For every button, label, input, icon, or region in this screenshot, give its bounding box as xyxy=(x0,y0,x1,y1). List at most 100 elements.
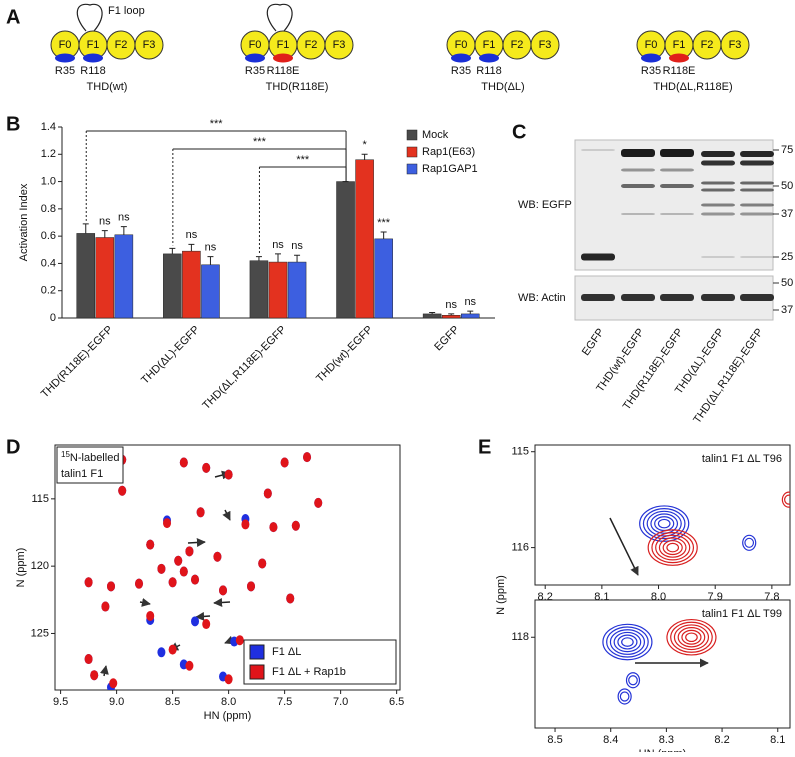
legend-swatch xyxy=(406,146,418,158)
domain-label: F2 xyxy=(701,39,714,51)
plot-frame xyxy=(534,599,791,729)
contour xyxy=(646,510,682,537)
error-bar xyxy=(448,313,455,316)
x-tick-label: 8.2 xyxy=(714,734,729,746)
peak xyxy=(286,593,295,604)
residue-label: R35 xyxy=(55,65,75,77)
domain xyxy=(530,30,560,60)
band xyxy=(581,294,615,301)
peak xyxy=(258,558,267,569)
x-tick-label: 8.1 xyxy=(594,591,609,603)
peak xyxy=(224,674,233,685)
contour xyxy=(650,513,679,534)
significance-label: ns xyxy=(445,299,457,311)
legend-swatch xyxy=(249,644,265,660)
peak xyxy=(202,462,211,473)
contour xyxy=(681,629,702,645)
plot-area xyxy=(84,452,323,690)
peak xyxy=(235,635,244,646)
band xyxy=(701,203,735,207)
contour xyxy=(784,494,790,505)
marker-label: 25 xyxy=(781,251,793,263)
isotope: 15 xyxy=(61,450,70,459)
contour xyxy=(639,505,690,542)
peak xyxy=(196,507,205,518)
band xyxy=(740,160,774,166)
contour xyxy=(642,508,686,540)
y-tick-label: 0.6 xyxy=(41,230,56,242)
bar xyxy=(182,250,201,319)
bar xyxy=(201,264,220,319)
x-tick-label: 8.5 xyxy=(547,734,562,746)
bar xyxy=(249,260,269,319)
peak xyxy=(84,577,93,588)
bar xyxy=(163,253,182,319)
band xyxy=(740,294,774,301)
domain-label: F3 xyxy=(143,39,156,51)
significance-label: ns xyxy=(186,229,198,241)
contour xyxy=(628,675,638,686)
peak xyxy=(224,469,233,480)
peak xyxy=(263,488,272,499)
band xyxy=(701,160,735,166)
band xyxy=(701,181,735,185)
domain-label: F1 xyxy=(483,39,496,51)
legend-label: Rap1GAP1 xyxy=(422,163,478,175)
panel-label: C xyxy=(512,121,526,143)
band xyxy=(740,256,774,258)
band xyxy=(621,294,655,301)
y-tick-label: 125 xyxy=(31,627,49,639)
residue-site xyxy=(245,53,265,63)
peak xyxy=(107,581,116,592)
legend-swatch xyxy=(249,664,265,680)
plot-frame xyxy=(54,444,401,691)
peak xyxy=(90,670,99,681)
construct-caption: THD(R118E) xyxy=(266,81,329,93)
peak xyxy=(109,678,118,689)
panel-label: A xyxy=(6,6,20,28)
blot-label: WB: EGFP xyxy=(518,199,572,211)
x-tick-label: 8.0 xyxy=(221,696,236,708)
band xyxy=(701,294,735,301)
x-axis-label: HN (ppm) xyxy=(204,710,252,722)
contour xyxy=(613,631,642,653)
domain-label: F2 xyxy=(305,39,318,51)
blot-label: WB: Actin xyxy=(518,292,566,304)
f1-loop xyxy=(266,3,293,32)
x-tick-label: 9.0 xyxy=(109,696,124,708)
panel-label: E xyxy=(478,436,491,458)
plot-title: talin1 F1 ΔL T99 xyxy=(702,608,782,620)
band xyxy=(701,256,735,258)
domain-label: F2 xyxy=(511,39,524,51)
inset-label: talin1 F1 xyxy=(61,468,103,480)
band xyxy=(660,184,694,188)
significance-label: ns xyxy=(291,240,303,252)
error-bar xyxy=(429,312,436,314)
band xyxy=(621,184,655,188)
significance-label: ns xyxy=(464,296,476,308)
bar xyxy=(287,261,307,319)
legend-label: F1 ΔL xyxy=(272,646,301,658)
bar xyxy=(268,261,288,319)
y-tick-label: 1.2 xyxy=(41,148,56,160)
x-tick-label: 8.1 xyxy=(770,734,785,746)
contour xyxy=(658,537,687,558)
significance-label: ns xyxy=(99,216,111,228)
residue-site xyxy=(669,53,689,63)
significance-label: ns xyxy=(272,239,284,251)
band xyxy=(740,181,774,185)
panel-label: D xyxy=(6,436,20,458)
peak xyxy=(84,654,93,665)
band xyxy=(660,168,694,172)
contour xyxy=(609,629,646,655)
peak-contour xyxy=(625,672,641,689)
error-bar xyxy=(294,254,301,263)
significance-label: * xyxy=(362,139,367,151)
y-tick-label: 118 xyxy=(511,631,529,643)
peak xyxy=(168,577,177,588)
contour xyxy=(617,688,632,705)
peak xyxy=(269,522,278,533)
peak xyxy=(163,518,172,529)
contour xyxy=(744,537,755,548)
